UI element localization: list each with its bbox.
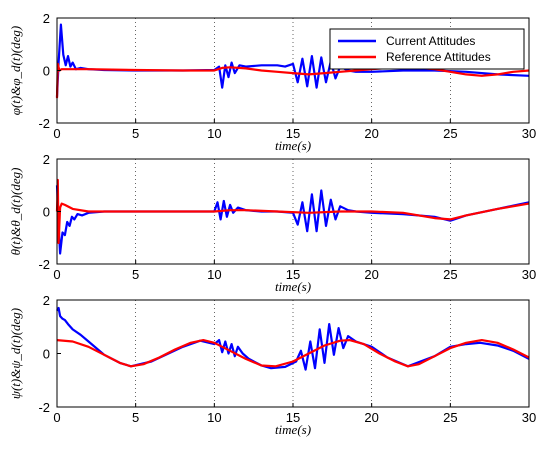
x-axis-label: time(s) — [275, 279, 311, 294]
x-tick-label: 10 — [207, 267, 221, 282]
x-tick-label: 30 — [522, 126, 536, 141]
series-line-reference — [55, 62, 530, 99]
legend-label: Reference Attitudes — [386, 50, 491, 64]
plot-area — [57, 300, 529, 407]
y-axis-label: ψ(t)&ψ_d(t)(deg) — [8, 308, 23, 399]
y-tick-label: 0 — [43, 64, 50, 79]
y-tick-label: -2 — [38, 400, 50, 415]
x-tick-label: 10 — [207, 410, 221, 425]
x-tick-label: 15 — [286, 410, 300, 425]
x-tick-label: 15 — [286, 267, 300, 282]
y-tick-label: 2 — [43, 11, 50, 26]
x-tick-label: 20 — [364, 410, 378, 425]
y-tick-label: -2 — [38, 116, 50, 131]
x-tick-label: 30 — [522, 267, 536, 282]
y-axis-label: θ(t)&θ_d(t)(deg) — [8, 168, 23, 256]
legend: Current Attitudes Reference Attitudes — [329, 28, 525, 70]
x-tick-label: 5 — [132, 267, 139, 282]
x-tick-label: 0 — [53, 267, 60, 282]
legend-label: Current Attitudes — [386, 34, 475, 48]
x-tick-label: 25 — [443, 267, 457, 282]
y-tick-label: 0 — [43, 347, 50, 362]
y-tick-label: -2 — [38, 257, 50, 272]
y-tick-label: 2 — [43, 293, 50, 308]
y-tick-label: 0 — [43, 205, 50, 220]
y-tick-label: 2 — [43, 152, 50, 167]
series-line-reference — [56, 339, 530, 368]
x-tick-label: 5 — [132, 126, 139, 141]
legend-box — [329, 28, 525, 70]
x-axis-label: time(s) — [275, 138, 311, 153]
x-tick-label: 20 — [364, 126, 378, 141]
y-axis-label: φ(t)&φ_d(t)(deg) — [8, 26, 23, 115]
series-line-reference — [55, 178, 530, 245]
x-tick-label: 30 — [522, 410, 536, 425]
x-tick-label: 10 — [207, 126, 221, 141]
x-tick-label: 0 — [53, 126, 60, 141]
x-tick-label: 15 — [286, 126, 300, 141]
x-tick-label: 5 — [132, 410, 139, 425]
x-tick-label: 0 — [53, 410, 60, 425]
x-tick-label: 25 — [443, 126, 457, 141]
x-tick-label: 20 — [364, 267, 378, 282]
x-tick-label: 25 — [443, 410, 457, 425]
x-axis-label: time(s) — [275, 422, 311, 437]
